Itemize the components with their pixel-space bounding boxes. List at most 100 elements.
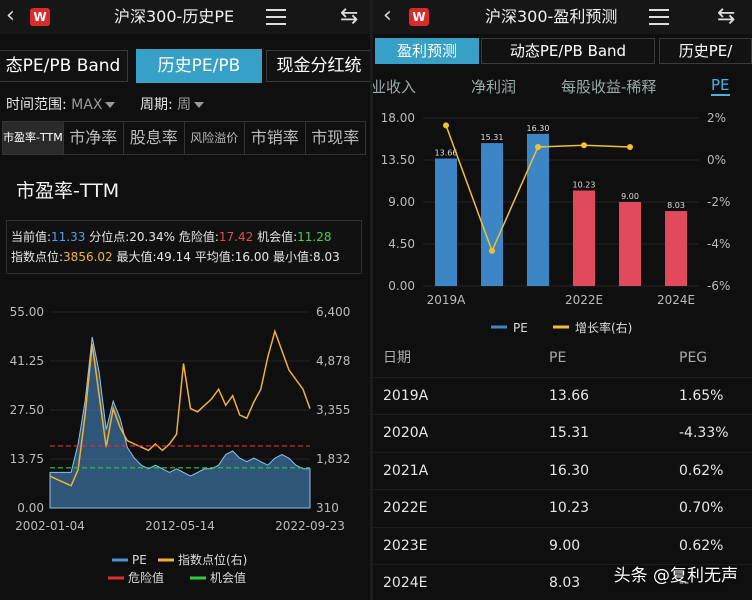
row-date: 2020A bbox=[383, 425, 429, 441]
danger-label: 危险值: bbox=[178, 230, 219, 244]
left-tick-label: 9.00 bbox=[388, 195, 415, 209]
table-row[interactable]: 2022E 10.23 0.70% bbox=[373, 490, 752, 528]
tab-dividend-stats[interactable]: 现金分红统 bbox=[266, 50, 370, 82]
row-pe: 10.23 bbox=[549, 500, 590, 516]
chance-label: 机会值: bbox=[257, 230, 298, 244]
tab-net-profit[interactable]: 净利润 bbox=[471, 78, 517, 96]
tab-risk-premium[interactable]: 风险溢价 bbox=[185, 122, 245, 154]
table-row[interactable]: 2021A 16.30 0.62% bbox=[373, 453, 752, 490]
table-row[interactable]: 2023E 9.00 0.62% bbox=[373, 528, 752, 565]
metric-tabs: 市盈率-TTM 市净率 股息率 风险溢价 市销率 市现率 bbox=[2, 121, 366, 155]
tab-pb[interactable]: 市净率 bbox=[64, 122, 124, 154]
section-title: 市盈率-TTM bbox=[16, 180, 120, 202]
tab-ps[interactable]: 市销率 bbox=[245, 122, 306, 154]
pe-history-chart[interactable]: 55.00 41.25 27.50 13.75 0.00 6,400 4,878 3,355 1… bbox=[0, 300, 370, 590]
time-range-filter[interactable]: 时间范围: MAX bbox=[6, 94, 116, 114]
chevron-down-icon bbox=[105, 102, 116, 108]
row-date: 2023E bbox=[383, 537, 428, 554]
tab-history-pe[interactable]: 历史PE/ bbox=[659, 38, 752, 64]
table-row[interactable]: 2020A 15.31 -4.33% bbox=[373, 415, 752, 453]
left-tick-label: 18.00 bbox=[381, 111, 415, 125]
switch-icon[interactable]: ⇆ bbox=[340, 4, 359, 29]
page-title: 沪深300-盈利预测 bbox=[485, 7, 618, 26]
pe-bar bbox=[619, 202, 641, 286]
stats-line-2: 指数点位:3856.02 最大值:49.14 平均值:16.00 最小值:8.0… bbox=[11, 247, 357, 267]
tab-dividend-yield[interactable]: 股息率 bbox=[124, 122, 185, 154]
pe-forecast-chart[interactable]: 18.00 13.50 9.00 4.50 0.00 2% 0% -2% -4% -6% 13.66… bbox=[373, 108, 752, 340]
right-tick-label: -6% bbox=[707, 279, 730, 293]
tab-pe[interactable]: PE bbox=[711, 76, 730, 96]
time-range-value[interactable]: MAX bbox=[71, 97, 103, 113]
avg-label: 平均值: bbox=[194, 250, 235, 264]
pe-bar bbox=[527, 133, 549, 286]
index-label: 指数点位: bbox=[11, 250, 64, 264]
right-tick-label: 4,878 bbox=[316, 354, 350, 368]
legend-label: PE bbox=[132, 553, 147, 567]
time-range-label: 时间范围: bbox=[6, 97, 67, 113]
tab-pcf[interactable]: 市现率 bbox=[311, 128, 360, 147]
row-peg: 0.62% bbox=[679, 537, 724, 554]
header-date: 日期 bbox=[383, 350, 411, 366]
tab-pe-ttm[interactable]: 市盈率-TTM bbox=[3, 122, 64, 154]
app-logo: W bbox=[30, 8, 50, 26]
back-icon[interactable]: ‹ bbox=[383, 3, 392, 28]
bar-value-label: 9.00 bbox=[621, 192, 639, 201]
bar-value-label: 13.66 bbox=[435, 149, 458, 158]
legend-label: 指数点位(右) bbox=[178, 552, 247, 567]
x-tick-label: 2022-09-23 bbox=[275, 519, 345, 533]
tab-profit-forecast[interactable]: 盈利预测 bbox=[375, 38, 479, 64]
tab-pe-pb-band[interactable]: 态PE/PB Band bbox=[0, 50, 128, 82]
page-title: 沪深300-历史PE bbox=[114, 7, 235, 26]
pe-bar bbox=[435, 158, 457, 286]
table-row[interactable]: 2019A 13.66 1.65% bbox=[373, 378, 752, 415]
back-icon[interactable]: ‹ bbox=[6, 3, 15, 28]
min-label: 最小值: bbox=[272, 250, 314, 264]
tab-revenue[interactable]: 业收入 bbox=[373, 78, 417, 96]
right-tick-label: 6,400 bbox=[316, 305, 350, 319]
row-date: 2021A bbox=[383, 462, 429, 479]
row-pe: 9.00 bbox=[549, 537, 581, 554]
tab-dynamic-pe-pb-band[interactable]: 动态PE/PB Band bbox=[481, 38, 655, 64]
header-pe: PE bbox=[549, 350, 567, 366]
stats-box: 当前值:11.33 分位点:20.34% 危险值:17.42 机会值:11.28… bbox=[6, 220, 362, 274]
current-value: 11.33 bbox=[51, 230, 86, 244]
menu-icon[interactable] bbox=[266, 9, 286, 25]
row-peg: 1.65% bbox=[679, 387, 724, 404]
danger-value: 17.42 bbox=[218, 230, 254, 244]
pe-bar bbox=[665, 211, 687, 286]
legend-label: 危险值 bbox=[128, 570, 164, 585]
right-panel: ‹ W 沪深300-盈利预测 ⇆ 盈利预测 动态PE/PB Band 历史PE/… bbox=[373, 0, 752, 600]
switch-icon[interactable]: ⇆ bbox=[717, 4, 736, 29]
header-peg: PEG bbox=[679, 350, 708, 366]
bar-value-label: 10.23 bbox=[573, 181, 596, 190]
growth-point bbox=[443, 122, 449, 129]
legend-label: 增长率(右) bbox=[575, 320, 632, 335]
x-tick-label: 2022E bbox=[565, 293, 603, 307]
left-tick-label: 0.00 bbox=[388, 279, 415, 293]
right-top-bar: ‹ W 沪深300-盈利预测 ⇆ bbox=[373, 0, 752, 34]
app-logo: W bbox=[409, 8, 429, 26]
index-series-line bbox=[49, 328, 311, 487]
right-tick-label: 2% bbox=[707, 111, 726, 125]
bar-value-label: 15.31 bbox=[481, 133, 504, 142]
tab-eps-diluted[interactable]: 每股收益-稀释 bbox=[561, 78, 657, 96]
row-pe: 15.31 bbox=[549, 425, 590, 441]
chevron-down-icon bbox=[194, 102, 205, 108]
min-value: 8.03 bbox=[313, 250, 340, 264]
tab-history-pe-pb[interactable]: 历史PE/PB bbox=[136, 49, 262, 83]
growth-point bbox=[627, 143, 633, 150]
left-tick-label: 4.50 bbox=[388, 237, 415, 251]
menu-icon[interactable] bbox=[649, 9, 669, 25]
max-value: 49.14 bbox=[156, 250, 191, 264]
table-row[interactable]: 2024E 8.03 -- bbox=[373, 565, 752, 600]
row-peg: 0.70% bbox=[679, 500, 724, 516]
period-filter[interactable]: 周期: 周 bbox=[140, 94, 205, 114]
row-peg: 0.62% bbox=[679, 462, 724, 479]
index-value: 3856.02 bbox=[63, 250, 113, 264]
x-tick-label: 2019A bbox=[427, 293, 467, 307]
left-tick-label: 41.25 bbox=[10, 354, 44, 368]
legend-label: 机会值 bbox=[210, 570, 246, 585]
period-value[interactable]: 周 bbox=[177, 97, 192, 113]
percentile-label: 分位点: bbox=[89, 230, 130, 244]
right-tick-label: -4% bbox=[707, 237, 730, 251]
